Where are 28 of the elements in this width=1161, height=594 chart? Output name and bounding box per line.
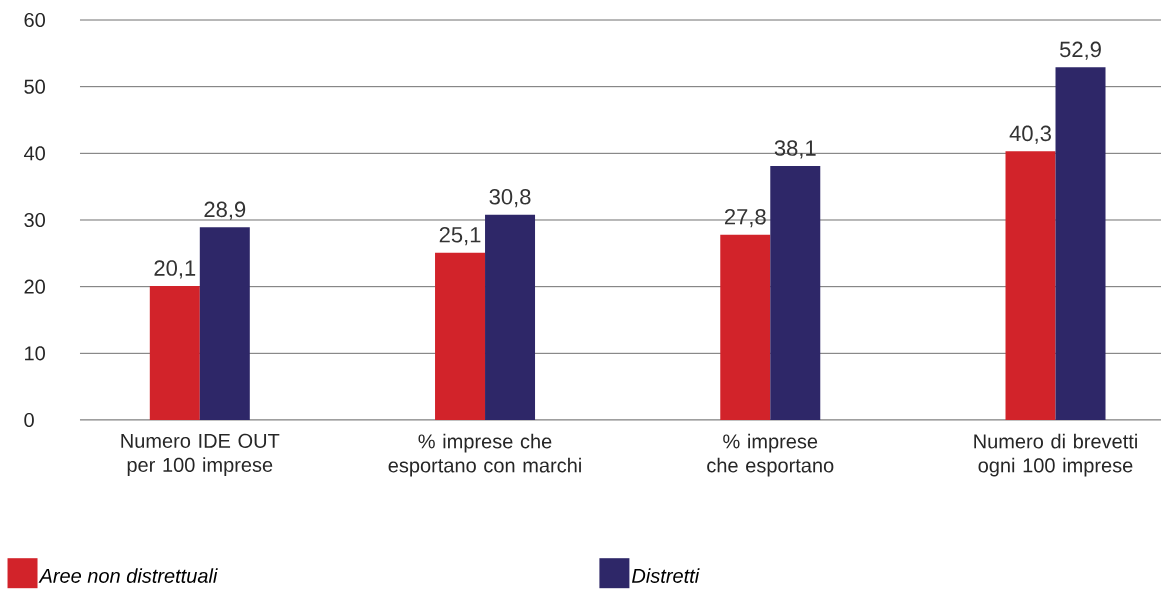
data-label: 27,8 (724, 208, 766, 228)
y-tick-label: 50 (24, 79, 45, 94)
bar (435, 252, 486, 420)
data-label: 28,9 (204, 201, 246, 220)
data-label: 30,8 (489, 188, 531, 208)
data-label: 25,1 (439, 226, 481, 246)
y-tick-label: 10 (25, 346, 45, 361)
bar (720, 234, 771, 420)
bar (770, 166, 821, 420)
bar (149, 286, 200, 420)
data-label: 20,1 (154, 260, 196, 279)
y-tick-label: 30 (24, 212, 45, 228)
legend-label: Distretti (632, 568, 700, 583)
bar (485, 214, 536, 420)
bar (1055, 67, 1106, 420)
x-tick-label: % imprese che esportano (707, 433, 834, 477)
data-label: 40,3 (1009, 125, 1051, 144)
x-tick-label: Numero IDE OUT per 100 imprese (121, 433, 280, 476)
y-tick-label: 60 (24, 12, 45, 28)
y-tick-label: 20 (24, 279, 45, 294)
data-label: 52,9 (1059, 41, 1101, 60)
y-tick-label: 0 (24, 412, 34, 428)
x-tick-label: Numero di brevetti ogni 100 imprese (974, 433, 1137, 477)
y-tick-label: 40 (23, 146, 45, 161)
x-tick-label: % imprese che esportano con marchi (388, 433, 581, 477)
legend-label: Aree non distrettuali (38, 568, 218, 583)
bar (199, 227, 250, 420)
bar (1005, 151, 1056, 420)
